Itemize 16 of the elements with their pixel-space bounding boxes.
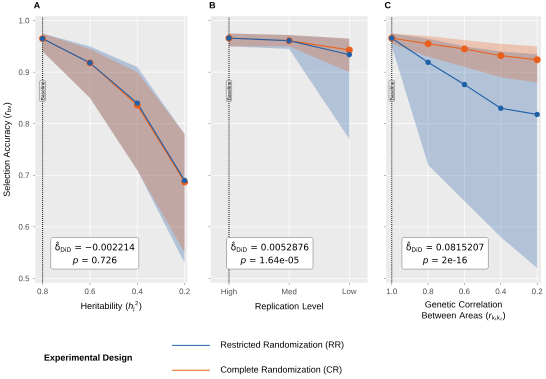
- chart-title: A: [34, 2, 40, 8]
- legend-label: Restricted Randomization (RR): [221, 341, 344, 350]
- legend-label: Complete Randomization (CR): [220, 366, 342, 374]
- x-axis-title: Genetic Correlation Between Areas (r$_{k₁k₂}$): [422, 300, 506, 320]
- annotation: p = 2e-16: [422, 256, 467, 265]
- annotation: δ̂$_{DiD}$ = 0.0052876: [231, 241, 308, 252]
- chart-title: B: [210, 2, 216, 8]
- annotation: δ̂$_{DiD}$ = 0.0815207: [406, 241, 484, 252]
- annotation: p = 0.726: [72, 256, 116, 265]
- annotation: p = 1.64e-05: [240, 256, 298, 265]
- annotation: δ̂$_{DiD}$ = −0.002214: [55, 241, 134, 252]
- y-axis-title: Selection Accuracy (r$_{bv}$): [3, 102, 12, 196]
- legend-title: Experimental Design: [44, 354, 132, 362]
- x-axis-title: Replication Level: [256, 302, 323, 311]
- x-axis-title: Heritability (h$_{j}$$^{2}$): [81, 300, 142, 312]
- chart-title: C: [384, 2, 391, 8]
